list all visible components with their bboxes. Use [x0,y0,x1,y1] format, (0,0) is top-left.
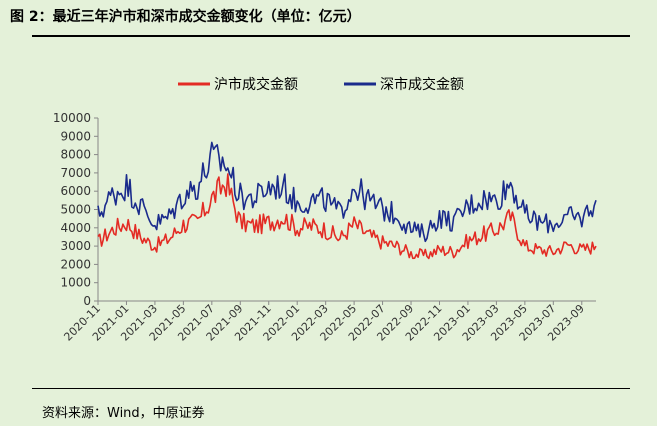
legend-label-sz: 深市成交金额 [380,76,464,93]
series-line-sh [97,173,597,260]
y-tick-label: 4000 [60,221,91,235]
y-tick-label: 9000 [60,129,91,143]
y-tick-label: 5000 [60,203,91,217]
top-rule [32,35,630,37]
figure-title: 图 2：最近三年沪市和深市成交金额变化（单位：亿元） [10,9,361,25]
y-tick-label: 8000 [60,148,91,162]
bottom-rule [32,388,630,389]
legend-label-sh: 沪市成交金额 [214,76,298,93]
series-line-sz [97,141,597,243]
legend: 沪市成交金额 深市成交金额 [178,76,464,93]
y-tick-label: 1000 [60,276,91,290]
source-note: 资料来源：Wind，中原证券 [42,406,205,421]
y-tick-label: 7000 [60,166,91,180]
y-tick-label: 0 [83,294,91,308]
y-tick-label: 10000 [53,111,91,125]
y-tick-label: 3000 [60,239,91,253]
y-tick-label: 6000 [60,184,91,198]
y-tick-label: 2000 [60,257,91,271]
series-group [97,141,597,260]
